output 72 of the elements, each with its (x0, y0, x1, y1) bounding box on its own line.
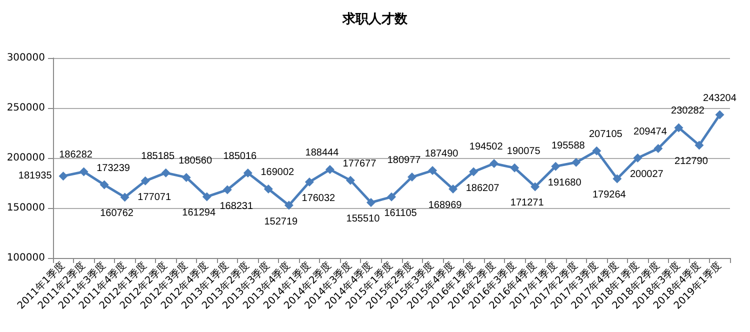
point (264, 184, 273, 194)
point (551, 162, 560, 171)
y-tick-label: 150000 (6, 202, 45, 214)
data-label: 230282 (671, 106, 705, 117)
data-label: 176032 (302, 192, 336, 204)
data-label: 212790 (674, 156, 708, 168)
data-label: 179264 (592, 190, 626, 201)
y-tick-label: 200000 (6, 152, 45, 164)
point (243, 168, 252, 178)
data-label: 181935 (18, 170, 52, 182)
y-tick-label: 300000 (6, 52, 45, 64)
y-tick-label: 250000 (6, 102, 45, 114)
point (58, 172, 68, 181)
point (161, 168, 170, 178)
point (694, 140, 704, 150)
data-label: 177677 (342, 158, 377, 170)
y-tick-label: 100000 (6, 252, 45, 264)
chart-title: 求职人才数 (342, 11, 408, 27)
data-label: 187490 (424, 148, 459, 160)
data-label: 171271 (510, 198, 544, 209)
point (490, 159, 499, 168)
point (140, 176, 150, 186)
point (408, 172, 417, 182)
data-label: 191680 (548, 177, 582, 188)
point (325, 165, 334, 174)
point (304, 177, 314, 186)
data-label: 188444 (305, 148, 340, 159)
point (510, 163, 520, 172)
point (284, 200, 294, 210)
point (346, 176, 355, 185)
point (633, 153, 642, 162)
data-label: 190075 (506, 146, 541, 157)
data-label: 161105 (384, 208, 418, 219)
point (592, 146, 602, 156)
data-label: 155510 (346, 213, 380, 224)
point (469, 167, 478, 176)
point (202, 192, 212, 202)
data-label: 160762 (100, 208, 134, 220)
data-label: 168231 (220, 200, 254, 212)
data-label: 185016 (223, 150, 258, 162)
point (366, 198, 376, 207)
point (79, 167, 88, 176)
data-label: 243204 (703, 92, 737, 104)
point (654, 144, 663, 154)
data-label: 161294 (182, 208, 216, 219)
data-label: 195588 (551, 140, 586, 152)
data-label: 194502 (469, 142, 504, 152)
data-label: 186207 (466, 182, 500, 194)
data-label: 186282 (59, 150, 93, 161)
point (715, 110, 724, 120)
data-label: 177071 (138, 192, 172, 203)
point (612, 174, 622, 184)
point (448, 184, 458, 194)
point (530, 182, 540, 192)
data-label: 207105 (588, 128, 623, 140)
point (120, 192, 130, 202)
data-label: 200027 (630, 168, 664, 180)
point (100, 180, 109, 190)
point (572, 158, 581, 167)
data-label: 185185 (141, 150, 175, 162)
data-label: 209474 (634, 126, 668, 138)
data-label: 168969 (428, 200, 462, 212)
point (222, 185, 232, 194)
data-label: 180560 (178, 155, 212, 166)
data-label: 173239 (96, 162, 130, 174)
point (387, 192, 396, 202)
point (182, 172, 191, 182)
data-label: 180977 (387, 155, 422, 166)
point (674, 123, 684, 132)
data-label: 169002 (260, 167, 295, 178)
data-label: 152719 (264, 216, 298, 228)
point (428, 166, 438, 176)
